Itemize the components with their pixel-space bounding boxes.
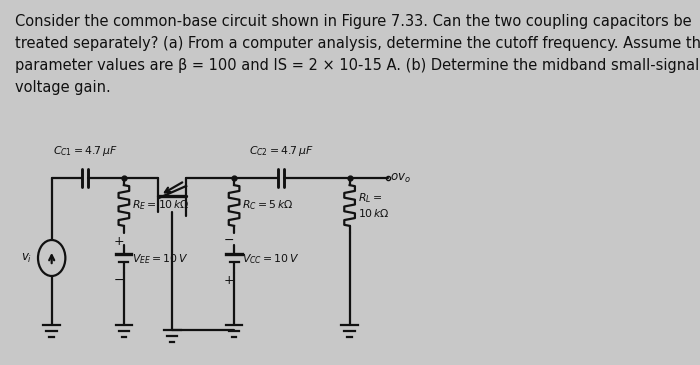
Text: −: −: [223, 234, 234, 247]
Text: $V_{EE} = 10\,V$: $V_{EE} = 10\,V$: [132, 252, 188, 266]
Text: $R_C = 5\,k\Omega$: $R_C = 5\,k\Omega$: [242, 199, 294, 212]
Text: $R_E = 10\,k\Omega$: $R_E = 10\,k\Omega$: [132, 199, 190, 212]
Text: $R_L =$
$10\,k\Omega$: $R_L =$ $10\,k\Omega$: [358, 192, 390, 219]
Text: +: +: [223, 274, 234, 287]
Text: Consider the common-base circuit shown in Figure 7.33. Can the two coupling capa: Consider the common-base circuit shown i…: [15, 14, 692, 29]
Text: parameter values are β = 100 and IS = 2 × 10-15 A. (b) Determine the midband sma: parameter values are β = 100 and IS = 2 …: [15, 58, 699, 73]
Text: voltage gain.: voltage gain.: [15, 80, 111, 95]
Text: $C_{C1} = 4.7\,\mu F$: $C_{C1} = 4.7\,\mu F$: [52, 144, 118, 158]
Text: $C_{C2} = 4.7\,\mu F$: $C_{C2} = 4.7\,\mu F$: [248, 144, 314, 158]
Text: $v_i$: $v_i$: [21, 251, 32, 265]
Text: $ov_o$: $ov_o$: [390, 172, 411, 185]
Text: treated separately? (a) From a computer analysis, determine the cutoff frequency: treated separately? (a) From a computer …: [15, 36, 700, 51]
Text: +: +: [113, 235, 124, 248]
Text: −: −: [113, 274, 124, 287]
Text: $V_{CC} = 10\,V$: $V_{CC} = 10\,V$: [242, 252, 300, 266]
